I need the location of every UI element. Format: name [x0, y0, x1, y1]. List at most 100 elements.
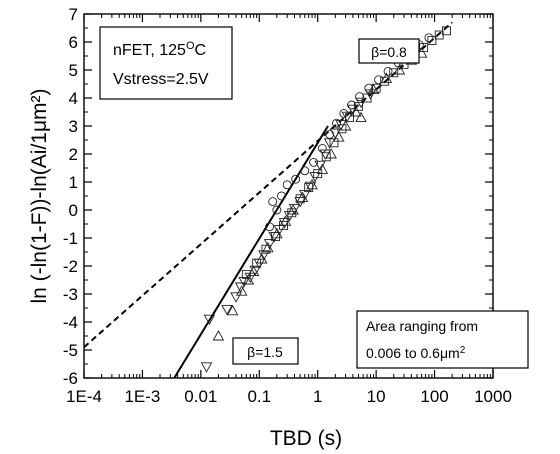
- x-tick-label: 10: [367, 387, 386, 406]
- data-point-circle: [309, 157, 319, 167]
- data-point-up-triangle: [350, 106, 362, 117]
- x-axis-title: TBD (s): [270, 427, 342, 450]
- data-point-up-triangle: [355, 111, 367, 123]
- y-tick-label: -1: [63, 229, 78, 248]
- beta-low-label: β=1.5: [247, 344, 283, 360]
- weibull-fit-solid-line: [173, 125, 329, 378]
- y-tick-label: 1: [69, 173, 78, 192]
- x-tick-label: 0.1: [247, 387, 271, 406]
- data-point-square: [304, 183, 314, 193]
- data-point-square: [279, 220, 288, 230]
- y-tick-label: 0: [69, 201, 78, 220]
- data-point-square: [442, 26, 451, 36]
- data-point-down-triangle: [341, 111, 353, 123]
- data-point-down-triangle: [221, 304, 233, 316]
- y-tick-label: -5: [63, 341, 78, 360]
- data-point-down-triangle: [238, 276, 250, 288]
- axes: 1E-4 1E-3 0.01 0.1 1 10 100 1000 -6 -5 -4 -3 -2 -1 0 1 2…: [63, 5, 512, 406]
- data-point-square: [371, 83, 381, 93]
- area-line2: 0.006 to 0.6μm2: [366, 345, 466, 362]
- data-point-up-triangle: [296, 191, 309, 202]
- data-point-down-triangle: [230, 292, 242, 303]
- y-tick-label: 5: [69, 61, 78, 80]
- data-point-up-triangle: [367, 83, 380, 95]
- data-point-circle: [265, 222, 275, 232]
- data-point-circle: [291, 174, 301, 184]
- data-point-square: [321, 152, 331, 162]
- x-tick-label: 1: [313, 387, 322, 406]
- y-tick-label: 3: [69, 117, 78, 136]
- data-point-square: [389, 68, 399, 78]
- data-point-circle: [364, 83, 374, 93]
- data-point-square: [252, 258, 262, 268]
- data-point-up-triangle: [333, 131, 345, 142]
- data-point-up-triangle: [212, 330, 225, 341]
- area-annotation: Area ranging from 0.006 to 0.6μm2: [356, 310, 529, 369]
- x-tick-label: 1000: [474, 387, 512, 406]
- y-tick-label: 2: [69, 145, 78, 164]
- x-tick-label: 0.01: [184, 387, 217, 406]
- data-point-circle: [383, 66, 393, 76]
- data-point-square: [271, 232, 281, 242]
- data-point-up-triangle: [242, 274, 255, 285]
- data-point-down-triangle: [200, 362, 213, 373]
- data-point-up-triangle: [279, 215, 292, 226]
- y-tick-label: -4: [63, 313, 78, 332]
- data-point-down-triangle: [203, 314, 216, 326]
- data-point-down-triangle: [329, 128, 342, 139]
- data-point-up-triangle: [393, 64, 406, 75]
- data-point-circle: [424, 33, 434, 43]
- data-point-square: [345, 113, 354, 123]
- condition-box: [99, 26, 233, 100]
- weibull-fit-dashed-line: [84, 21, 453, 348]
- y-tick-label: -6: [63, 369, 78, 388]
- data-point-up-triangle: [255, 253, 268, 264]
- data-point-square: [329, 138, 339, 148]
- data-point-up-triangle: [325, 148, 337, 159]
- y-tick-label: -3: [63, 285, 78, 304]
- data-point-square: [313, 169, 323, 179]
- data-point-circle: [277, 191, 286, 201]
- condition-annotation: nFET, 125OC Vstress=2.5V: [99, 26, 233, 100]
- data-point-square: [287, 208, 297, 218]
- data-point-square: [337, 124, 347, 134]
- data-point-down-triangle: [294, 197, 306, 208]
- data-point-up-triangle: [306, 178, 318, 190]
- data-point-circle: [355, 92, 364, 102]
- x-tick-label: 1E-3: [124, 387, 160, 406]
- plot-area: [84, 21, 453, 378]
- data-marks: [200, 26, 451, 373]
- data-point-circle: [268, 197, 278, 207]
- area-box: [356, 310, 529, 369]
- y-tick-label: -2: [63, 257, 78, 276]
- data-point-circle: [272, 205, 282, 215]
- data-point-down-triangle: [309, 171, 321, 183]
- data-point-circle: [300, 166, 310, 176]
- area-line1: Area ranging from: [366, 318, 478, 334]
- beta-low-annotation: β=1.5: [232, 337, 299, 365]
- condition-line1: nFET, 125OC: [113, 40, 206, 59]
- data-point-up-triangle: [247, 265, 260, 277]
- x-tick-label: 1E-4: [66, 387, 102, 406]
- data-point-square: [354, 101, 364, 111]
- data-point-circle: [325, 129, 335, 139]
- beta-high-annotation: β=0.8: [358, 38, 420, 64]
- data-point-down-triangle: [249, 265, 261, 277]
- y-axis-title: ln (-ln(1-F))-ln(Ai/1μm²): [28, 88, 51, 303]
- data-point-square: [261, 244, 271, 254]
- data-point-down-triangle: [347, 104, 359, 116]
- y-tick-label: 6: [69, 33, 78, 52]
- data-point-up-triangle: [226, 304, 239, 316]
- data-point-circle: [332, 118, 341, 128]
- data-point-square: [295, 194, 305, 204]
- beta-high-box: [358, 38, 420, 64]
- data-point-circle: [282, 180, 292, 190]
- data-point-square: [427, 36, 437, 46]
- beta-low-box: [232, 337, 299, 365]
- data-point-circle: [347, 100, 357, 110]
- y-tick-label: 4: [69, 89, 78, 108]
- data-point-up-triangle: [316, 163, 329, 174]
- data-point-down-triangle: [234, 282, 247, 293]
- data-point-circle: [317, 143, 327, 153]
